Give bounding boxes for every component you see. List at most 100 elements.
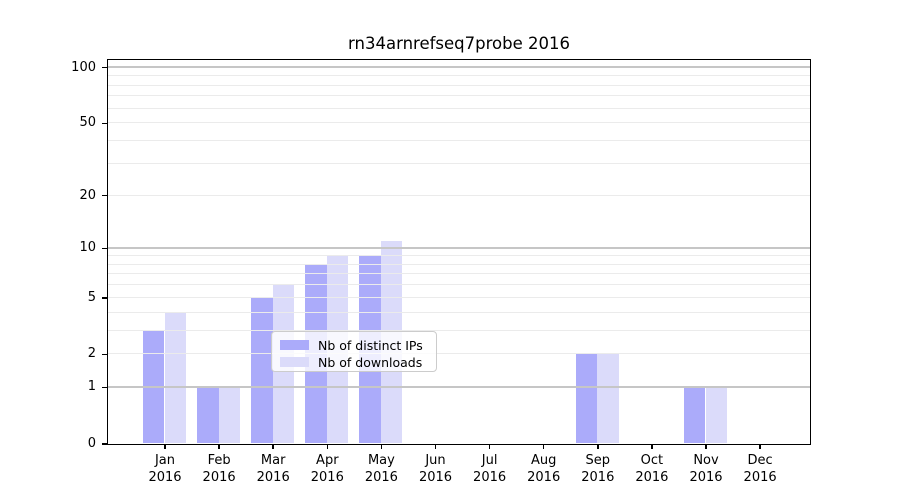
legend-label-distinct-ips: Nb of distinct IPs [318,337,423,353]
year-label: 2016 [148,469,182,485]
minor-gridline [107,353,810,355]
x-axis-tick-label: Nov 2016 [674,453,738,486]
year-label: 2016 [635,469,669,485]
month-label: Feb [207,453,231,468]
minor-gridline [107,107,810,109]
month-label: Jul [481,453,498,468]
bar-distinct-ips-feb [197,386,219,444]
minor-gridline [107,311,810,313]
x-axis-tick-label: Jul 2016 [458,453,522,486]
month-label: Jan [154,453,176,468]
x-axis-tick [488,444,491,449]
x-axis-tick [380,444,383,449]
year-label: 2016 [689,469,723,485]
minor-gridline [107,284,810,286]
major-gridline [107,66,810,68]
month-label: May [367,453,395,468]
year-label: 2016 [202,469,236,485]
minor-gridline [107,95,810,97]
x-axis-tick [326,444,329,449]
x-axis-tick-label: Apr 2016 [295,453,359,486]
x-axis-tick-label: Oct 2016 [620,453,684,486]
y-axis-tick [102,66,108,69]
month-label: Apr [316,453,339,468]
chart-title: rn34arnrefseq7probe 2016 [348,34,570,53]
y-axis-tick [102,353,108,356]
x-axis-tick [651,444,653,449]
minor-gridline [107,162,810,164]
minor-gridline [107,273,810,275]
x-axis-tick-label: Sep 2016 [566,453,630,486]
legend-entry-distinct-ips: Nb of distinct IPs [280,337,428,353]
year-label: 2016 [581,469,615,485]
year-label: 2016 [473,469,507,485]
x-axis-tick-label: Dec 2016 [728,453,792,486]
major-gridline [107,247,810,249]
y-axis-tick [102,247,108,250]
bar-distinct-ips-jan [142,330,165,444]
x-axis-tick-label: Jan 2016 [133,453,197,486]
month-label: Sep [585,453,611,468]
legend-entry-downloads: Nb of downloads [280,354,428,370]
y-axis-tick-label: 0 [87,436,96,451]
plot-area [106,58,811,445]
y-axis-tick-label: 2 [87,346,96,362]
bar-distinct-ips-mar [251,297,273,444]
x-axis-tick-label: Feb 2016 [187,453,251,486]
year-label: 2016 [418,469,453,485]
minor-gridline [107,296,810,298]
x-axis-tick-label: Aug 2016 [512,453,576,486]
bar-downloads-nov [705,386,728,444]
x-axis-tick [597,444,599,449]
minor-gridline [107,140,810,142]
bar-downloads-feb [218,386,241,444]
x-axis-tick [542,444,545,449]
y-axis-tick-label: 5 [87,289,96,305]
bar-distinct-ips-sep [575,353,598,444]
legend-swatch-downloads [280,357,309,367]
x-axis-tick [218,444,220,449]
x-axis-tick [272,444,274,449]
minor-gridline [107,122,810,124]
bar-distinct-ips-nov [683,386,706,444]
month-label: Oct [640,453,664,468]
y-axis-tick [102,297,108,299]
x-axis-tick-label: Mar 2016 [241,453,305,486]
x-axis-tick [759,444,761,449]
y-axis-tick-label: 50 [79,115,96,131]
bar-downloads-sep [597,353,619,444]
x-axis-tick [705,444,707,449]
minor-gridline [107,255,810,257]
y-axis-tick-label: 1 [87,379,96,395]
year-label: 2016 [310,469,344,485]
month-label: Jun [425,453,446,468]
legend-swatch-distinct-ips [280,340,309,350]
legend: Nb of distinct IPs Nb of downloads [271,331,437,372]
minor-gridline [107,84,810,86]
y-axis-tick [102,386,108,389]
month-label: Aug [530,453,557,468]
year-label: 2016 [743,469,777,485]
month-label: Nov [693,453,719,468]
y-axis-tick [102,122,108,125]
month-label: Dec [747,453,773,468]
legend-label-downloads: Nb of downloads [318,354,423,370]
year-label: 2016 [364,469,398,485]
x-axis-tick-label: May 2016 [349,453,413,486]
x-axis-tick [434,444,437,449]
y-axis-tick [102,194,108,197]
y-axis-tick-label: 100 [71,59,96,75]
year-label: 2016 [256,469,290,485]
y-axis-tick-label: 20 [79,187,96,203]
minor-gridline [107,194,810,196]
y-axis-tick [102,443,108,445]
minor-gridline [107,329,810,331]
year-label: 2016 [527,469,561,485]
month-label: Mar [260,453,286,468]
minor-gridline [107,75,810,77]
x-axis-tick-label: Jun 2016 [404,453,468,486]
bar-downloads-jan [164,312,187,444]
minor-gridline [107,263,810,265]
x-axis-tick [164,444,166,449]
